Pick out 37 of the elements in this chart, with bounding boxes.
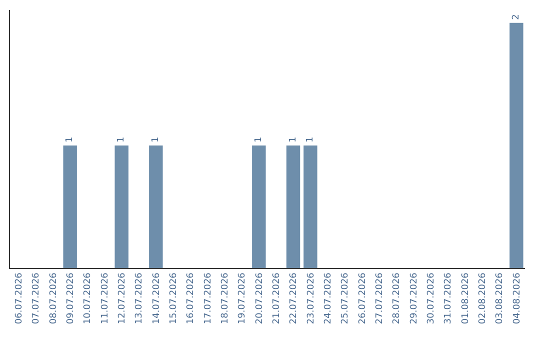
x-tick-label: 07.07.2026 <box>32 272 42 324</box>
x-tick-label: 26.07.2026 <box>358 272 368 324</box>
data-label: 1 <box>288 136 298 142</box>
x-tick-label: 09.07.2026 <box>66 272 76 324</box>
x-tick-label: 10.07.2026 <box>83 272 94 324</box>
data-label: 1 <box>254 136 264 142</box>
x-tick-label: 06.07.2026 <box>14 272 25 324</box>
x-tick-label: 23.07.2026 <box>306 272 316 324</box>
x-tick-label: 15.07.2026 <box>169 272 180 324</box>
x-tick-label: 20.07.2026 <box>254 272 265 324</box>
x-tick-label: 31.07.2026 <box>444 272 454 324</box>
x-tick-label: 13.07.2026 <box>134 272 145 324</box>
x-tick-label: 30.07.2026 <box>426 272 437 324</box>
x-tick-label: 14.07.2026 <box>152 272 162 324</box>
data-label: 1 <box>65 136 76 142</box>
x-tick-label: 12.07.2026 <box>118 272 128 324</box>
x-tick-label: 25.07.2026 <box>340 272 351 324</box>
data-label: 2 <box>511 14 522 20</box>
x-tick-label: 04.08.2026 <box>512 272 522 324</box>
x-tick-label: 29.07.2026 <box>409 272 420 324</box>
x-tick-label: 11.07.2026 <box>100 272 110 324</box>
x-tick-label: 27.07.2026 <box>375 272 386 324</box>
x-tick-label: 02.08.2026 <box>478 272 488 324</box>
x-tick-label: 17.07.2026 <box>203 272 214 324</box>
x-tick-label: 01.08.2026 <box>460 272 471 324</box>
data-label: 1 <box>150 136 161 142</box>
x-tick-label: 03.08.2026 <box>495 272 506 324</box>
data-label: 1 <box>116 136 127 142</box>
x-tick-label: 21.07.2026 <box>272 272 282 324</box>
x-tick-label: 18.07.2026 <box>220 272 231 324</box>
x-tick-label: 24.07.2026 <box>324 272 334 324</box>
x-tick-label: 19.07.2026 <box>238 272 248 324</box>
x-tick-label: 08.07.2026 <box>48 272 59 324</box>
data-label: 1 <box>305 136 316 142</box>
x-tick-label: 22.07.2026 <box>289 272 300 324</box>
x-tick-label: 16.07.2026 <box>186 272 196 324</box>
x-tick-label: 28.07.2026 <box>392 272 402 324</box>
